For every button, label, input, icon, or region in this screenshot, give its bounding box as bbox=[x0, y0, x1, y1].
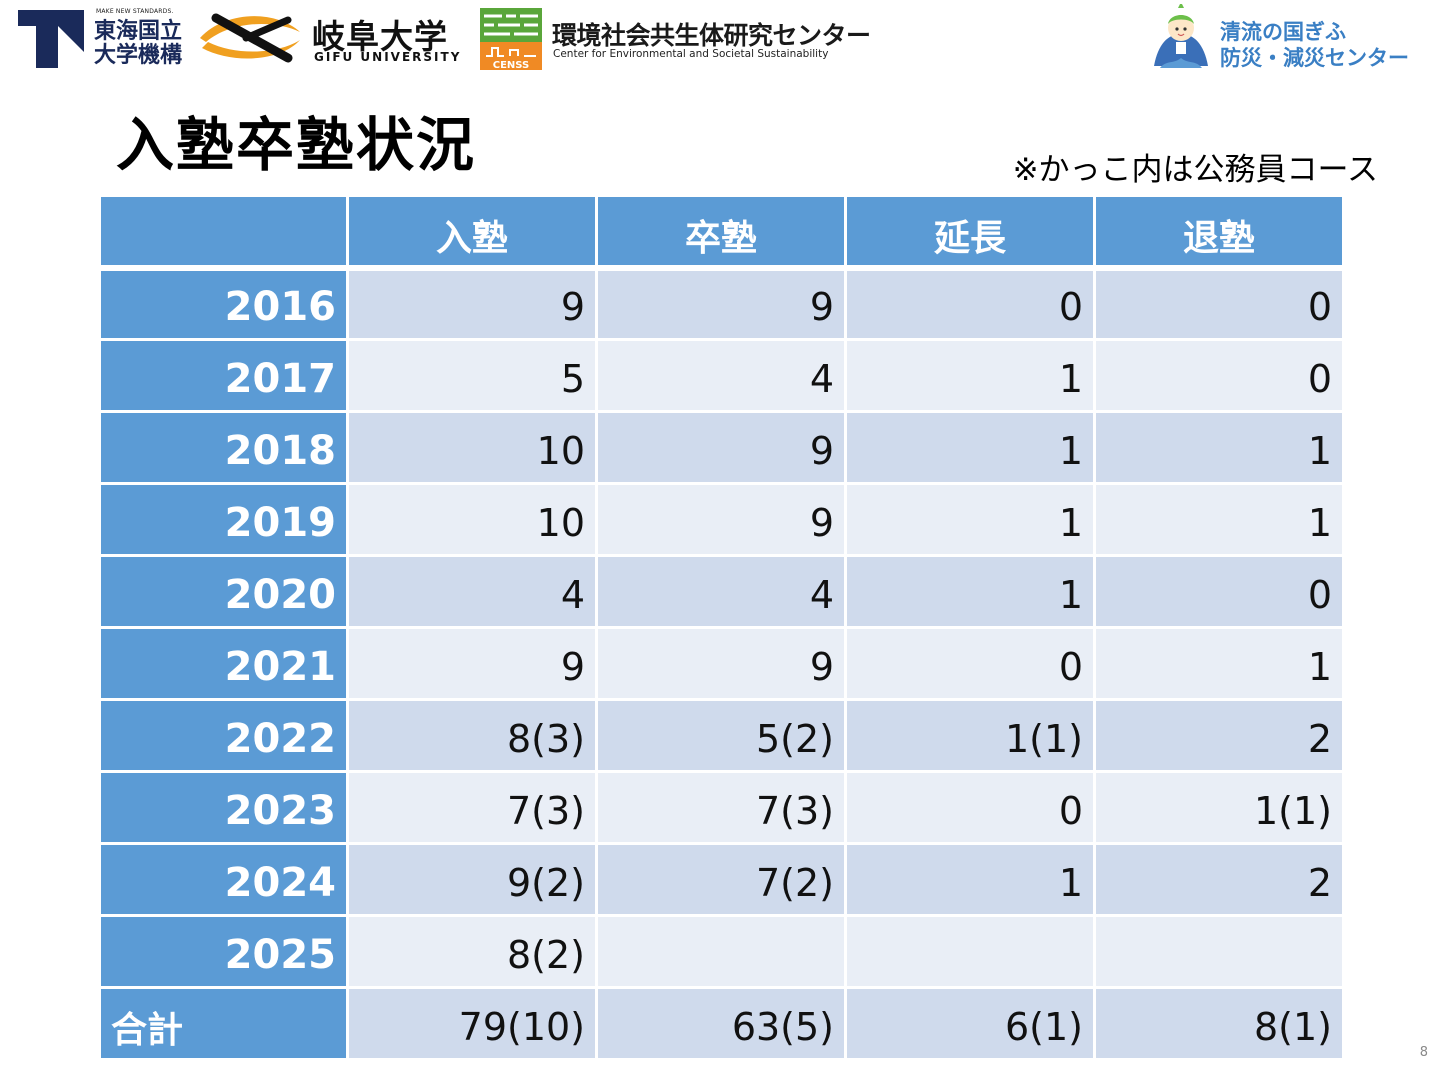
cell-enrolled: 5 bbox=[346, 338, 598, 413]
row-year-label: 2016 bbox=[98, 266, 349, 341]
table-row: 2021 9 9 0 1 bbox=[98, 626, 1345, 701]
cell-extended: 1 bbox=[844, 410, 1096, 485]
cell-enrolled: 9 bbox=[346, 626, 598, 701]
mascot-icon bbox=[1154, 4, 1208, 68]
cell-graduated: 7(3) bbox=[595, 770, 847, 845]
tokai-name-line1: 東海国立 bbox=[94, 19, 183, 44]
censs-logo: CENSS 環境社会共生体研究センター Center for Environme… bbox=[480, 8, 900, 70]
row-year-label: 2024 bbox=[98, 842, 349, 917]
cell-graduated: 9 bbox=[595, 266, 847, 341]
cell-withdrawn: 2 bbox=[1093, 842, 1345, 917]
table-note: ※かっこ内は公務員コース bbox=[1012, 152, 1378, 188]
cell-graduated: 4 bbox=[595, 338, 847, 413]
disaster-center-logo: 清流の国ぎふ 防災・減災センター bbox=[1148, 4, 1418, 74]
cell-enrolled: 10 bbox=[346, 482, 598, 557]
cell-enrolled: 8(2) bbox=[346, 914, 598, 989]
cell-extended: 1 bbox=[844, 482, 1096, 557]
cell-extended: 1 bbox=[844, 338, 1096, 413]
table-row: 2016 9 9 0 0 bbox=[98, 266, 1345, 341]
cell-total-graduated: 63(5) bbox=[595, 986, 847, 1061]
table-row: 2020 4 4 1 0 bbox=[98, 554, 1345, 629]
cell-enrolled: 7(3) bbox=[346, 770, 598, 845]
cell-withdrawn: 2 bbox=[1093, 698, 1345, 773]
table-row: 2023 7(3) 7(3) 0 1(1) bbox=[98, 770, 1345, 845]
cell-withdrawn bbox=[1093, 914, 1345, 989]
cell-enrolled: 10 bbox=[346, 410, 598, 485]
table-row: 2022 8(3) 5(2) 1(1) 2 bbox=[98, 698, 1345, 773]
cell-extended: 0 bbox=[844, 626, 1096, 701]
cell-graduated: 5(2) bbox=[595, 698, 847, 773]
cell-withdrawn: 1 bbox=[1093, 482, 1345, 557]
table-row: 2024 9(2) 7(2) 1 2 bbox=[98, 842, 1345, 917]
row-year-label: 2017 bbox=[98, 338, 349, 413]
cell-graduated: 4 bbox=[595, 554, 847, 629]
row-year-label: 2023 bbox=[98, 770, 349, 845]
cell-graduated bbox=[595, 914, 847, 989]
cell-withdrawn: 0 bbox=[1093, 266, 1345, 341]
column-header-enrolled: 入塾 bbox=[346, 194, 598, 271]
tokai-name-line2: 大学機構 bbox=[94, 43, 183, 68]
gifu-university-logo: 岐阜大学 GIFU UNIVERSITY bbox=[196, 6, 459, 68]
cell-graduated: 9 bbox=[595, 482, 847, 557]
cell-enrolled: 8(3) bbox=[346, 698, 598, 773]
censs-name: 環境社会共生体研究センター bbox=[552, 21, 871, 50]
row-year-label: 2021 bbox=[98, 626, 349, 701]
cell-total-withdrawn: 8(1) bbox=[1093, 986, 1345, 1061]
table-row: 2017 5 4 1 0 bbox=[98, 338, 1345, 413]
table-header-row: 入塾 卒塾 延長 退塾 bbox=[98, 194, 1345, 271]
disaster-center-line1: 清流の国ぎふ bbox=[1220, 20, 1346, 44]
total-label: 合計 bbox=[98, 986, 349, 1061]
cell-enrolled: 4 bbox=[346, 554, 598, 629]
column-header-extended: 延長 bbox=[844, 194, 1096, 271]
column-header-graduated: 卒塾 bbox=[595, 194, 847, 271]
row-year-label: 2018 bbox=[98, 410, 349, 485]
gifu-swoosh-icon bbox=[200, 13, 300, 63]
cell-total-extended: 6(1) bbox=[844, 986, 1096, 1061]
tokai-tagline: MAKE NEW STANDARDS. bbox=[96, 8, 174, 15]
row-year-label: 2025 bbox=[98, 914, 349, 989]
cell-extended: 0 bbox=[844, 770, 1096, 845]
table-row: 2018 10 9 1 1 bbox=[98, 410, 1345, 485]
table-total-row: 合計 79(10) 63(5) 6(1) 8(1) bbox=[98, 986, 1345, 1061]
column-header-corner bbox=[98, 194, 349, 271]
cell-withdrawn: 1 bbox=[1093, 626, 1345, 701]
enrollment-table: 入塾 卒塾 延長 退塾 2016 9 9 0 0 2017 5 4 1 0 20… bbox=[98, 194, 1345, 1061]
row-year-label: 2019 bbox=[98, 482, 349, 557]
tokai-logo: MAKE NEW STANDARDS. 東海国立 大学機構 bbox=[18, 8, 188, 70]
row-year-label: 2020 bbox=[98, 554, 349, 629]
table-row: 2025 8(2) bbox=[98, 914, 1345, 989]
cell-enrolled: 9(2) bbox=[346, 842, 598, 917]
cell-withdrawn: 1 bbox=[1093, 410, 1345, 485]
table-row: 2019 10 9 1 1 bbox=[98, 482, 1345, 557]
censs-mark-icon: CENSS bbox=[480, 8, 542, 70]
cell-withdrawn: 0 bbox=[1093, 338, 1345, 413]
cell-withdrawn: 0 bbox=[1093, 554, 1345, 629]
page-number: 8 bbox=[1419, 1045, 1428, 1060]
tokai-mark-icon bbox=[18, 10, 84, 68]
column-header-withdrawn: 退塾 bbox=[1093, 194, 1345, 271]
gifu-name: 岐阜大学 bbox=[312, 17, 448, 56]
disaster-center-line2: 防災・減災センター bbox=[1220, 46, 1409, 70]
cell-graduated: 9 bbox=[595, 626, 847, 701]
row-year-label: 2022 bbox=[98, 698, 349, 773]
cell-extended: 1(1) bbox=[844, 698, 1096, 773]
gifu-sub: GIFU UNIVERSITY bbox=[314, 50, 462, 64]
cell-extended bbox=[844, 914, 1096, 989]
cell-total-enrolled: 79(10) bbox=[346, 986, 598, 1061]
censs-sub: Center for Environmental and Societal Su… bbox=[553, 48, 829, 60]
page-title: 入塾卒塾状況 bbox=[116, 111, 477, 179]
cell-enrolled: 9 bbox=[346, 266, 598, 341]
cell-extended: 1 bbox=[844, 842, 1096, 917]
tokai-name: 東海国立 大学機構 bbox=[94, 20, 190, 68]
svg-text:CENSS: CENSS bbox=[493, 60, 530, 70]
cell-graduated: 9 bbox=[595, 410, 847, 485]
cell-extended: 1 bbox=[844, 554, 1096, 629]
cell-extended: 0 bbox=[844, 266, 1096, 341]
cell-graduated: 7(2) bbox=[595, 842, 847, 917]
cell-withdrawn: 1(1) bbox=[1093, 770, 1345, 845]
